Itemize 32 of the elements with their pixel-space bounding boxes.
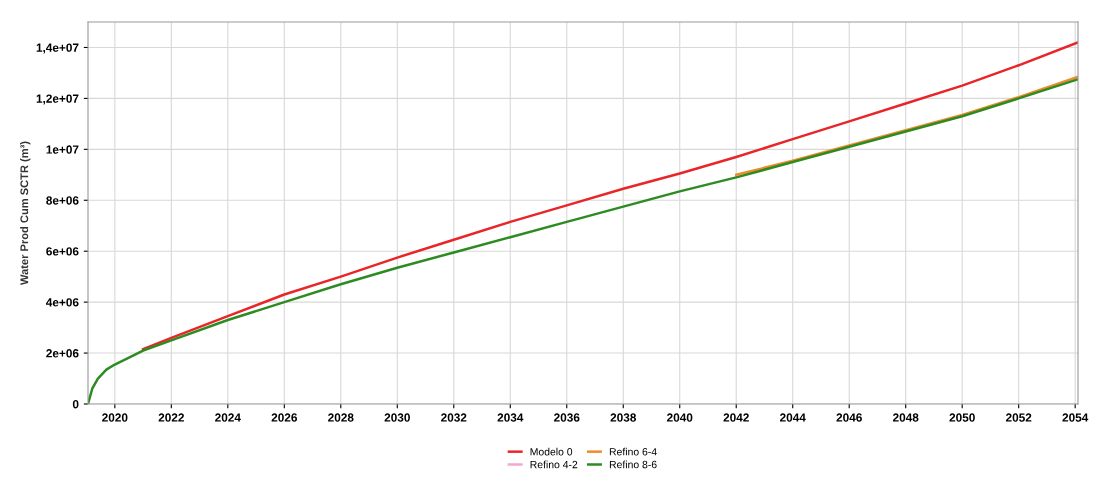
legend-label: Refino 4-2 bbox=[530, 460, 578, 469]
x-tick-label: 2022 bbox=[158, 413, 184, 422]
y-tick-label: 1,4e+07 bbox=[36, 43, 79, 54]
y-axis-title: Water Prod Cum SCTR (m³) bbox=[20, 141, 31, 285]
x-tick-label: 2038 bbox=[610, 413, 637, 422]
y-tick-label: 4e+06 bbox=[46, 298, 79, 307]
x-tick-label: 2020 bbox=[102, 413, 128, 422]
x-tick-label: 2046 bbox=[836, 413, 862, 422]
x-tick-label: 2036 bbox=[554, 413, 580, 422]
legend-label: Refino 8-6 bbox=[609, 460, 657, 469]
x-tick-label: 2042 bbox=[723, 413, 749, 422]
y-tick-label: 8e+06 bbox=[46, 196, 79, 205]
x-tick-label: 2052 bbox=[1005, 413, 1032, 422]
line-series bbox=[141, 41, 1078, 351]
y-tick-label: 0 bbox=[72, 400, 79, 409]
legend-label: Modelo 0 bbox=[530, 447, 573, 456]
x-tick-label: 2030 bbox=[384, 413, 410, 422]
x-tick-label: 2026 bbox=[271, 413, 298, 422]
x-tick-label: 2048 bbox=[892, 413, 919, 422]
y-tick-label: 2e+06 bbox=[46, 349, 79, 358]
y-tick-label: 6e+06 bbox=[46, 247, 79, 256]
y-tick-label: 1,2e+07 bbox=[36, 94, 79, 105]
x-tick-label: 2050 bbox=[949, 413, 975, 422]
x-tick-label: 2034 bbox=[497, 413, 524, 422]
x-tick-label: 2044 bbox=[780, 413, 806, 422]
x-tick-label: 2032 bbox=[441, 413, 467, 422]
x-tick-label: 2028 bbox=[328, 413, 354, 422]
y-tick-label: 1e+07 bbox=[46, 145, 79, 154]
x-tick-label: 2040 bbox=[667, 413, 693, 422]
x-tick-label: 2024 bbox=[215, 413, 241, 422]
x-tick-label: 2054 bbox=[1062, 413, 1089, 422]
legend-label: Refino 6-4 bbox=[609, 447, 657, 456]
